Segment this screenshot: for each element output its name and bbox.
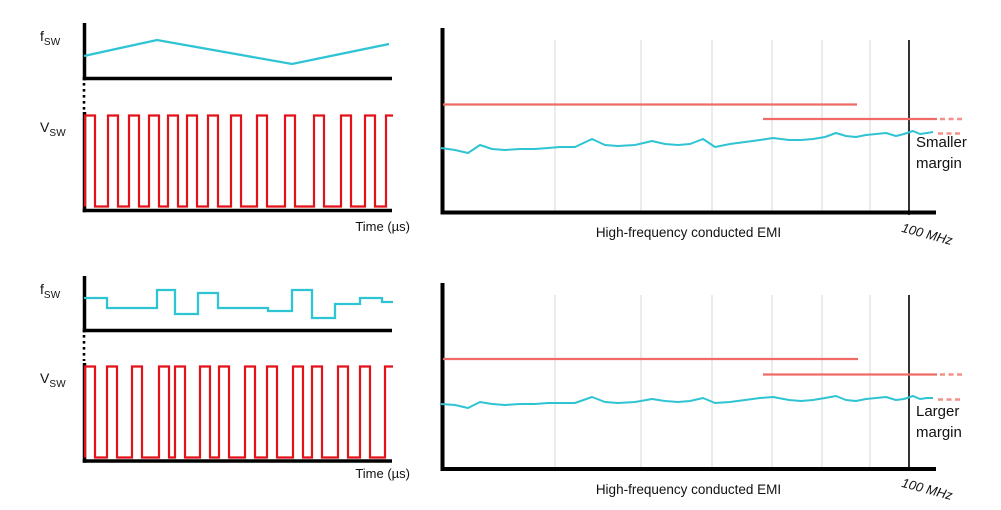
fsw-label-top: fSW xyxy=(40,28,61,48)
larger-margin-label: Larger margin xyxy=(916,403,962,441)
fsw-label-bottom: fSW xyxy=(40,281,61,301)
switch-node-pulse-train xyxy=(83,114,393,208)
emi-caption-bottom: High-frequency conducted EMI xyxy=(595,482,782,497)
freq-modulation-wave xyxy=(83,38,390,66)
emi-caption-top: High-frequency conducted EMI xyxy=(595,225,782,240)
emi-noise-curve xyxy=(440,395,933,409)
switch-node-pulse-train xyxy=(83,365,393,459)
freq-random-steps-wave xyxy=(84,288,393,320)
vsw-label-top: VSW xyxy=(40,119,66,139)
vsw-label-bottom: VSW xyxy=(40,370,66,390)
smaller-margin-label: Smaller margin xyxy=(916,134,967,172)
time-axis-label-top: Time (µs) xyxy=(355,219,410,234)
time-axis-label-bottom: Time (µs) xyxy=(355,466,410,481)
emi-noise-curve xyxy=(440,130,934,154)
